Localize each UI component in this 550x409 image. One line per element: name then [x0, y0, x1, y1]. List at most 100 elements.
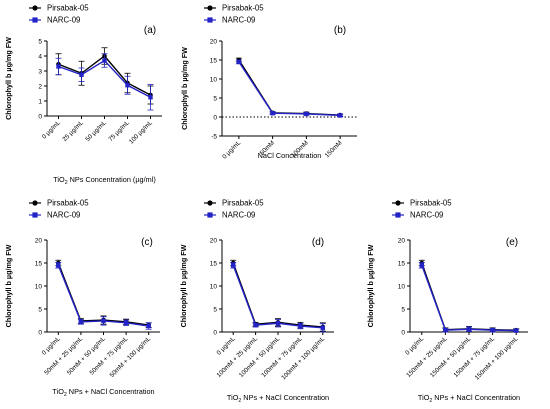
x-tick-label: 100mM + 25 µg/mL [215, 335, 259, 379]
panel-label: (b) [334, 25, 346, 36]
y-tick-label: 20 [398, 237, 406, 244]
y-tick-label: 20 [35, 237, 43, 244]
series-line-2 [421, 265, 517, 332]
y-axis-label: Chlorophyll b µg/mg FW [366, 244, 375, 327]
legend-marker-1 [32, 200, 38, 206]
legend-marker-2 [207, 17, 213, 23]
x-tick-label: 150mM + 25 µg/mL [405, 335, 449, 379]
data-point [56, 64, 61, 69]
series-line-2 [238, 61, 341, 117]
y-tick-label: -5 [211, 133, 217, 140]
data-point [123, 320, 129, 325]
legend-marker-1 [207, 5, 213, 11]
x-axis-label: TiO2 NPs + NaCl Concentration [418, 393, 520, 404]
y-tick-label: 10 [398, 283, 406, 290]
x-tick-label: 50mM + 25 µg/mL [43, 335, 84, 376]
data-point [270, 111, 275, 116]
y-axis-label: Chlorophyll b µg/mg FW [180, 47, 189, 130]
y-tick-label: 5 [38, 38, 42, 45]
legend-label: NARC-09 [222, 16, 255, 25]
series-line-1 [421, 262, 517, 331]
data-point [236, 59, 242, 65]
x-axis-label: TiO2 NPs + NaCl Concentration [227, 393, 329, 404]
legend-label: NARC-09 [222, 211, 255, 220]
y-tick-label: 0 [38, 113, 42, 120]
y-axis-label: Chlorophyll b µg/mg FW [4, 244, 13, 327]
data-point [79, 72, 84, 77]
y-axis-label: Chlorophyll b µg/mg FW [179, 244, 188, 327]
x-axis-label: TiO2 NPs + NaCl Concentration [52, 387, 154, 398]
x-axis-label: NaCl Concentration [258, 151, 322, 160]
data-point [275, 321, 281, 326]
data-point [337, 113, 343, 118]
data-point [320, 325, 325, 331]
data-point [490, 327, 495, 333]
x-tick-label: 100mM + 50 µg/mL [238, 335, 282, 379]
y-tick-label: 0 [38, 329, 42, 336]
y-tick-label: 15 [210, 57, 218, 64]
data-point [253, 322, 258, 328]
data-point [146, 323, 151, 329]
data-point [466, 327, 472, 332]
y-tick-label: 2 [38, 83, 42, 90]
data-point [443, 327, 448, 333]
panel-label: (a) [144, 25, 156, 36]
y-tick-label: 0 [213, 114, 217, 121]
legend-label: Pirsabak-05 [222, 199, 264, 208]
legend-marker-2 [32, 17, 38, 23]
y-tick-label: 10 [210, 76, 218, 83]
y-tick-label: 5 [213, 95, 217, 102]
x-tick-label: 25 µg/mL [61, 119, 85, 143]
data-point [148, 95, 153, 100]
y-tick-label: 0 [401, 329, 405, 336]
x-tick-label: 50mM + 50 µg/mL [66, 335, 107, 376]
data-point [304, 111, 309, 117]
y-tick-label: 20 [210, 237, 218, 244]
x-tick-label: 100 µg/mL [128, 119, 154, 145]
legend-marker-1 [207, 200, 213, 206]
x-tick-label: 0 µg/mL [215, 335, 236, 356]
y-tick-label: 5 [213, 306, 217, 313]
legend-marker-2 [395, 212, 401, 218]
x-tick-label: 150mM + 75 µg/mL [452, 335, 496, 379]
panel-label: (e) [506, 237, 518, 248]
y-tick-label: 15 [398, 260, 406, 267]
legend-marker-1 [32, 5, 38, 11]
y-tick-label: 15 [35, 260, 43, 267]
y-tick-label: 20 [210, 38, 218, 45]
legend-label: Pirsabak-05 [222, 4, 264, 13]
legend-marker-2 [207, 212, 213, 218]
panel-label: (d) [312, 237, 324, 248]
legend-label: Pirsabak-05 [47, 4, 89, 13]
series-line-1 [238, 59, 341, 116]
data-point [298, 323, 303, 329]
x-tick-label: 0 µg/mL [221, 139, 242, 160]
x-tick-label: 0 µg/mL [404, 335, 425, 356]
x-tick-label: 50mM + 75 µg/mL [88, 335, 129, 376]
x-tick-label: 0 µg/mL [41, 335, 62, 356]
legend-marker-2 [32, 212, 38, 218]
legend-label: NARC-09 [47, 16, 80, 25]
y-tick-label: 0 [213, 329, 217, 336]
y-axis-label: Chlorophyll b µg/mg FW [4, 37, 13, 120]
x-tick-label: 0 µg/mL [41, 119, 62, 140]
x-axis-label: TiO2 NPs Concentration (µg/ml) [53, 175, 156, 186]
data-point [78, 319, 84, 325]
x-tick-label: 50 µg/mL [84, 119, 108, 143]
y-tick-label: 3 [38, 68, 42, 75]
x-tick-label: 150mM + 100 µg/mL [474, 335, 520, 381]
legend-label: NARC-09 [47, 211, 80, 220]
legend-label: NARC-09 [410, 211, 443, 220]
y-tick-label: 1 [38, 98, 42, 105]
y-tick-label: 5 [38, 306, 42, 313]
data-point [231, 263, 236, 268]
series-line-1 [232, 262, 323, 328]
x-tick-label: 50mM + 100 µg/mL [109, 335, 153, 379]
legend-label: Pirsabak-05 [47, 199, 89, 208]
y-tick-label: 4 [38, 53, 42, 60]
data-point [102, 58, 107, 63]
